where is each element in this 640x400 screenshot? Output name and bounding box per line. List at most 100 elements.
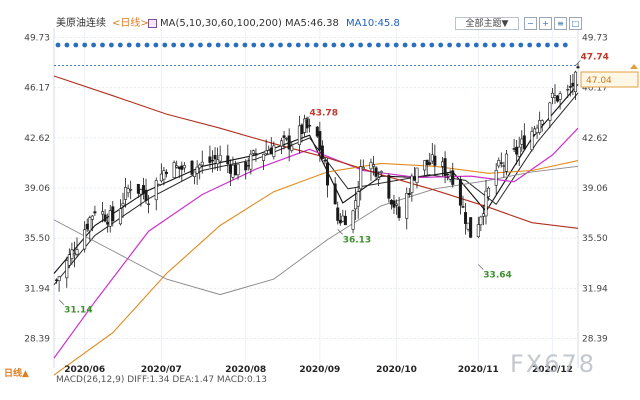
signal-dot: [278, 42, 283, 48]
candle-body: [397, 206, 401, 218]
candle-body: [70, 249, 74, 259]
candle-body: [200, 161, 204, 166]
candle-body: [464, 212, 468, 224]
candle-body: [484, 190, 488, 217]
y-axis-left: 49.73 46.17 42.62 39.06 35.50 31.94 28.39: [24, 33, 50, 344]
annotation-pointer: [575, 60, 581, 66]
price-up-arrow-icon: [630, 64, 638, 69]
candle-body: [93, 211, 97, 214]
candle-body: [111, 206, 115, 222]
candle-body: [433, 155, 437, 166]
candlesticks: [55, 63, 580, 292]
annotation-pointer: [337, 229, 343, 235]
bottom-period-tab[interactable]: 日线▲: [4, 369, 29, 379]
candle-body: [540, 120, 544, 125]
candle-body: [195, 166, 199, 174]
candle-body: [210, 159, 214, 162]
candle-body: [269, 147, 273, 155]
candle-body: [361, 167, 365, 170]
candle-body: [389, 199, 393, 205]
macd-readout: MACD(26,12,9) DIFF:1.34 DEA:1.47 MACD:0.…: [56, 375, 267, 385]
y-tick-label-left: 46.17: [24, 84, 50, 94]
signal-dot: [393, 42, 399, 48]
y-axis-right: 49.73 46.17 42.62 39.06 35.50 31.94 28.39: [582, 33, 608, 344]
annotation-label: 31.14: [64, 306, 92, 316]
candle-body: [226, 155, 230, 165]
signal-dot: [456, 42, 461, 48]
candle-body: [461, 206, 465, 208]
candle-body: [448, 175, 452, 180]
candle-body: [118, 208, 122, 225]
signal-dot: [367, 42, 372, 48]
candle-body: [231, 164, 235, 178]
candle-body: [164, 171, 168, 174]
zoom-in-icon[interactable]: +: [539, 17, 552, 30]
fullscreen-icon[interactable]: □: [569, 17, 582, 30]
signal-dots-row: [55, 42, 568, 48]
candle-body: [233, 164, 237, 176]
candle-body: [159, 173, 163, 182]
watermark-logo: FX678: [510, 350, 597, 378]
x-tick-label: 2020/08: [225, 365, 266, 375]
signal-dot: [180, 42, 186, 48]
annotation-pointer: [58, 299, 65, 305]
annotation-label: 43.78: [309, 108, 337, 118]
candle-body: [57, 276, 61, 281]
candle-body: [297, 125, 301, 146]
candle-body: [236, 163, 240, 176]
signal-dot: [376, 42, 381, 48]
chart-grid: [54, 28, 578, 368]
y-tick-label-right: 28.39: [582, 335, 608, 345]
candle-body: [379, 171, 383, 173]
signal-dot: [287, 42, 292, 48]
settings-icon[interactable]: ≡: [554, 17, 567, 30]
candle-body: [517, 146, 521, 157]
candle-body: [512, 148, 516, 150]
signal-dot: [527, 42, 533, 48]
candle-body: [55, 279, 59, 281]
candle-body: [141, 185, 145, 194]
y-tick-label-right: 39.06: [582, 184, 608, 194]
candle-body: [343, 215, 347, 226]
y-tick-label-left: 49.73: [24, 33, 50, 43]
candle-body: [576, 66, 580, 69]
candle-body: [407, 193, 411, 195]
annotation-pointer: [304, 116, 310, 122]
candle-body: [175, 165, 179, 168]
candle-body: [216, 159, 220, 165]
y-tick-label-left: 31.94: [24, 284, 50, 294]
candle-body: [106, 221, 110, 225]
candle-body: [425, 159, 429, 166]
indicator-toggle-icon[interactable]: [148, 19, 157, 28]
candle-body: [315, 126, 319, 137]
signal-dot: [153, 42, 159, 48]
candle-body: [213, 155, 217, 160]
x-axis: 2020/06 2020/07 2020/08 2020/09 2020/10 2020/…: [64, 365, 573, 375]
candle-body: [415, 167, 419, 183]
signal-dot: [144, 42, 150, 48]
candle-body: [392, 200, 396, 208]
candle-body: [318, 131, 322, 151]
candle-body: [254, 153, 258, 156]
candle-body: [494, 170, 498, 186]
candle-body: [369, 162, 373, 170]
y-tick-label-left: 39.06: [24, 184, 50, 194]
candle-body: [290, 145, 294, 152]
candle-body: [520, 138, 524, 145]
candle-body: [320, 145, 324, 159]
zoom-out-icon[interactable]: −: [524, 17, 537, 30]
signal-dot: [215, 42, 221, 48]
candle-body: [502, 165, 506, 167]
x-tick-label: 2020/10: [376, 365, 417, 375]
candle-body: [182, 165, 186, 169]
signal-dot: [358, 42, 363, 48]
period-selector[interactable]: <日线>: [112, 18, 149, 29]
signal-dot: [109, 42, 114, 48]
ma-line-ma30: [53, 127, 579, 359]
theme-dropdown[interactable]: 全部主题▼: [455, 17, 519, 30]
candle-body: [228, 164, 232, 174]
signal-dot: [447, 42, 452, 48]
candle-body: [374, 167, 378, 177]
candle-body: [180, 165, 184, 170]
candle-body: [193, 171, 197, 177]
